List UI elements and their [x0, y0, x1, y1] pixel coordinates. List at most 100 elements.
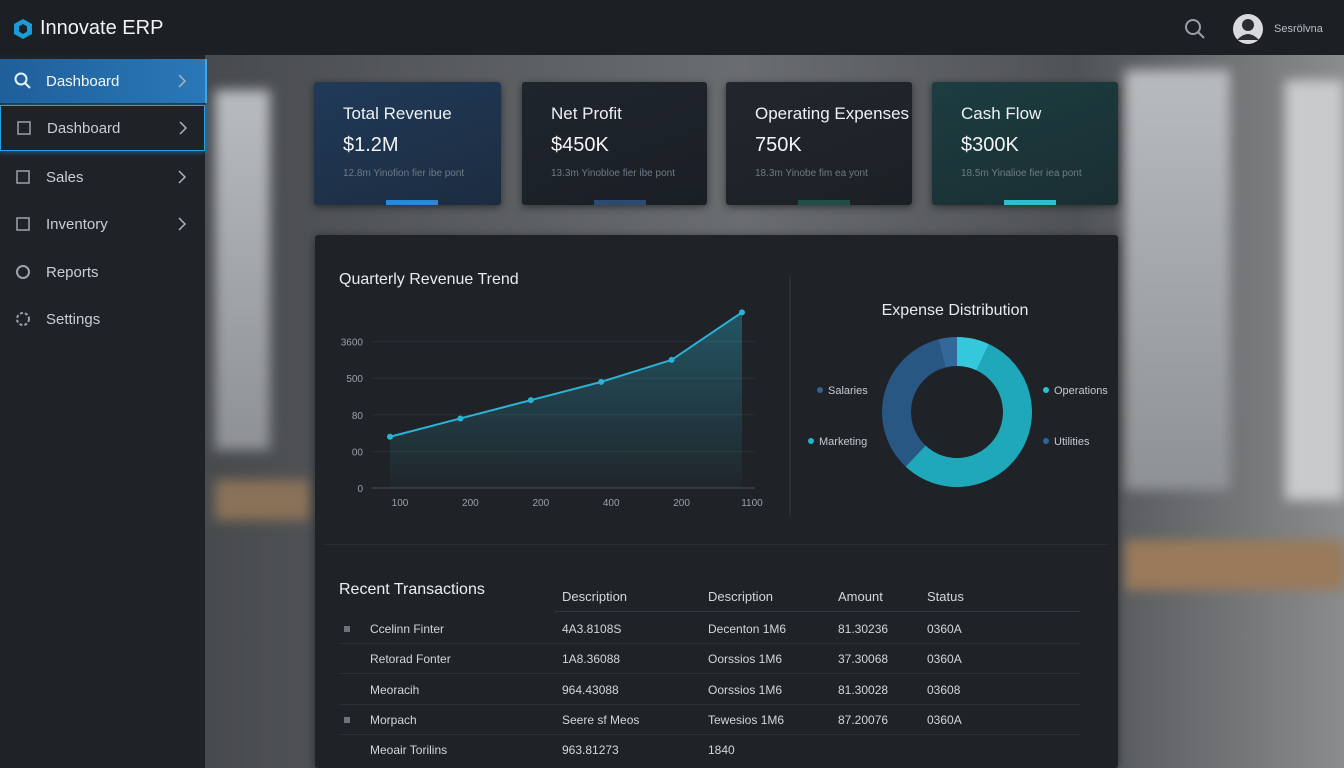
- row-rule: [339, 733, 1080, 735]
- area: [390, 312, 742, 488]
- kpi-card: Total Revenue $1.2M 12.8m Yinofion fier ib…: [314, 82, 501, 205]
- legend-label: Marketing: [819, 436, 867, 448]
- nav-item[interactable]: Settings: [0, 297, 205, 341]
- table-cell: Oorssios 1M6: [708, 652, 783, 667]
- background-desk: [215, 480, 310, 520]
- nav-label: Sales: [46, 168, 84, 186]
- chevron-shape: [179, 121, 188, 135]
- x-tick-label: 200: [462, 498, 479, 509]
- chevron: [178, 74, 187, 88]
- table-cell: 81.30028: [838, 682, 889, 697]
- nav-label: Dashboard: [47, 119, 121, 137]
- legend-label: Operations: [1054, 385, 1108, 397]
- nav-item[interactable]: Sales: [0, 155, 205, 199]
- point: [457, 415, 464, 422]
- kpi-accent: [594, 200, 646, 205]
- nav-label: Dashboard: [46, 72, 120, 90]
- header-rule: [555, 611, 1080, 612]
- icon-shape: [16, 170, 30, 184]
- kpi-value: $300K: [961, 134, 1019, 156]
- kpi-title: Net Profit: [551, 104, 622, 123]
- kpi-title: Total Revenue: [343, 104, 452, 123]
- chevron-shape: [178, 170, 187, 184]
- column-header: Amount: [838, 589, 883, 604]
- point: [527, 397, 534, 404]
- table-title: Recent Transactions: [339, 581, 485, 598]
- y-tick-label: 80: [352, 411, 364, 422]
- icon-shape: [16, 312, 30, 326]
- chevron-shape: [178, 74, 187, 88]
- nav-item[interactable]: Reports: [0, 250, 205, 294]
- point: [598, 378, 605, 385]
- x-tick-label: 200: [673, 498, 690, 509]
- table-cell: 4A3.8108S: [562, 622, 622, 636]
- pie-slice: [957, 337, 989, 371]
- table-cell: 87.20076: [838, 712, 889, 727]
- table-cell: Tewesios 1M6: [708, 712, 785, 727]
- table-cell: Meoair Torilins: [370, 743, 448, 758]
- kpi-title: Cash Flow: [961, 104, 1042, 123]
- x-tick-label: 1100: [741, 498, 763, 509]
- pie-slice: [905, 344, 1032, 487]
- nav-label: Reports: [46, 263, 99, 281]
- row-rule: [339, 643, 1080, 644]
- kpi-note: 13.3m Yinobloe fier ibe pont: [551, 168, 675, 179]
- logo: [14, 19, 32, 39]
- kpi-title: Operating Expenses: [755, 104, 910, 123]
- icon-shape: [17, 121, 31, 135]
- kpi-note: 18.5m Yinalioe fier iea pont: [961, 168, 1082, 179]
- chevron: [178, 170, 187, 184]
- kpi-value: 750K: [755, 134, 802, 156]
- app-name: Innovate ERP: [40, 17, 164, 39]
- nav-icon: [16, 170, 30, 184]
- chevron: [179, 121, 188, 135]
- user-name[interactable]: Sesrölvna: [1274, 23, 1323, 35]
- chevron: [178, 217, 187, 231]
- y-tick-label: 500: [346, 374, 363, 385]
- sidebar: Dashboard Dashboard Sales Inventory Reports S…: [0, 55, 207, 768]
- background-window: [1285, 80, 1344, 500]
- nav-item[interactable]: Inventory: [0, 202, 205, 246]
- transactions-table: Recent Transactions Description Descripti…: [315, 545, 1118, 768]
- kpi-accent: [1004, 200, 1056, 205]
- x-tick-label: 100: [392, 498, 409, 509]
- nav-label: Inventory: [46, 215, 108, 233]
- charts: Quarterly Revenue Trend Expense Distribu…: [323, 271, 1110, 545]
- kpi-value: $1.2M: [343, 134, 399, 156]
- legend-label: Salaries: [828, 385, 868, 397]
- nav-item[interactable]: Dashboard: [0, 105, 205, 151]
- kpi-accent: [386, 200, 438, 205]
- kpi-accent: [798, 200, 850, 205]
- kpi-value: $450K: [551, 134, 609, 156]
- point: [668, 356, 675, 363]
- row-bullet: [344, 626, 350, 632]
- background-window: [215, 90, 270, 450]
- nav-item[interactable]: Dashboard: [0, 59, 207, 103]
- kpi-note: 18.3m Yinobe fim ea yont: [755, 168, 868, 179]
- icon-shape: [24, 82, 31, 89]
- table-cell: Decenton 1M6: [708, 622, 787, 636]
- nav-label: Settings: [46, 310, 101, 328]
- chart-title: Expense Distribution: [882, 302, 1029, 319]
- background-desk: [1125, 540, 1344, 590]
- user-avatar[interactable]: [1232, 13, 1264, 45]
- table-cell: 1840: [708, 743, 735, 758]
- legend-label: Utilities: [1054, 436, 1090, 448]
- column-header: Description: [562, 589, 628, 604]
- table-cell: Ccelinn Finter: [370, 622, 445, 636]
- column-header: Status: [927, 589, 964, 604]
- table-cell: 0360A: [927, 712, 962, 727]
- nav-icon: [16, 217, 30, 231]
- y-tick-label: 00: [352, 447, 364, 458]
- kpi-card: Net Profit $450K 13.3m Yinobloe fier ibe p…: [522, 82, 707, 205]
- table-cell: 964.43088: [562, 682, 619, 697]
- x-tick-label: 200: [532, 498, 549, 509]
- search-icon[interactable]: [1184, 18, 1206, 40]
- table-cell: Retorad Fonter: [370, 652, 451, 667]
- kpi-note: 12.8m Yinofion fier ibe pont: [343, 168, 465, 179]
- legend-marker: [1043, 387, 1049, 393]
- table-cell: Seere sf Meos: [562, 712, 640, 727]
- row-rule: [339, 673, 1080, 675]
- table-cell: 0360A: [927, 622, 962, 636]
